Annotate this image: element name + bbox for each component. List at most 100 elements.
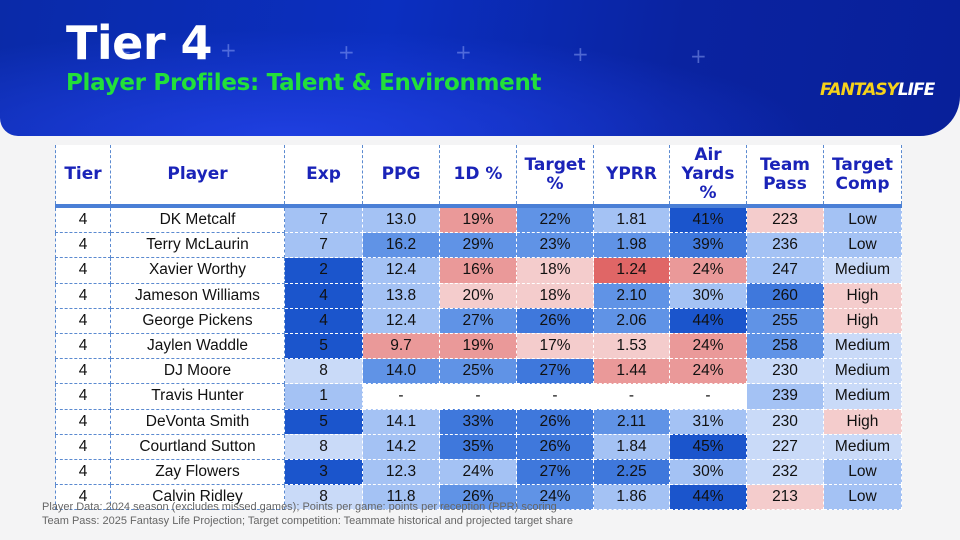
target-pct-cell: 24%	[516, 484, 594, 511]
column-header-team-pass: Team Pass	[746, 145, 824, 208]
target-pct-cell: 26%	[516, 433, 594, 460]
1d-pct-cell: -	[439, 383, 517, 410]
tier-cell: 4	[55, 332, 111, 360]
tier-cell: 4	[55, 307, 111, 334]
exp-cell: 5	[284, 332, 363, 360]
target-comp-cell: Medium	[823, 332, 902, 360]
1d-pct-cell: 26%	[439, 484, 517, 511]
exp-cell: 8	[284, 358, 363, 385]
ppg-cell: -	[362, 383, 440, 410]
yprr-cell: 2.25	[593, 458, 670, 486]
tier-cell: 4	[55, 205, 111, 234]
tier-cell: 4	[55, 458, 111, 486]
exp-cell: 4	[284, 307, 363, 334]
column-header-yprr: YPRR	[593, 145, 670, 208]
column-header-1d-pct: 1D %	[439, 145, 517, 208]
yprr-cell: 1.24	[593, 257, 670, 284]
target-comp-cell: Low	[823, 458, 902, 486]
column-header-ppg: PPG	[362, 145, 440, 208]
1d-pct-cell: 25%	[439, 358, 517, 385]
ppg-cell: 12.4	[362, 257, 440, 284]
plus-decoration-icon: +	[455, 40, 472, 64]
footnote-2: Team Pass: 2025 Fantasy Life Projection;…	[42, 515, 573, 527]
table-row: 4 Zay Flowers 3 12.3 24% 27% 2.25 30% 232 Low	[55, 458, 902, 486]
footnote-1: Player Data: 2024 season (excludes misse…	[42, 501, 557, 513]
exp-cell: 7	[284, 232, 363, 259]
yprr-cell: 2.10	[593, 282, 670, 309]
table-row: 4 DJ Moore 8 14.0 25% 27% 1.44 24% 230 Medium	[55, 358, 902, 385]
air-yards-pct-cell: 44%	[669, 484, 747, 511]
target-comp-cell: Medium	[823, 383, 902, 410]
1d-pct-cell: 33%	[439, 408, 517, 435]
exp-cell: 5	[284, 408, 363, 435]
target-pct-cell: 27%	[516, 358, 594, 385]
logo-part-life: LIFE	[897, 80, 935, 100]
table-row: 4 Travis Hunter 1- - - - -239 Medium	[55, 383, 902, 410]
1d-pct-cell: 35%	[439, 433, 517, 460]
ppg-cell: 14.0	[362, 358, 440, 385]
player-cell: DeVonta Smith	[110, 408, 285, 435]
fantasylife-logo: FANTASYLIFE	[820, 80, 935, 100]
table-row: 4 Courtland Sutton 8 14.2 35% 26% 1.84 45% 227 Me…	[55, 433, 902, 460]
team-pass-cell: 236	[746, 232, 824, 259]
tier-table: Tier Player Exp PPG 1D % Target% YPRR Air Yards …	[55, 145, 902, 511]
exp-cell: 4	[284, 282, 363, 309]
target-comp-cell: High	[823, 408, 902, 435]
table-row: 4 Terry McLaurin 7 16.2 29% 23% 1.98 39% 236 Low	[55, 232, 902, 259]
yprr-cell: 1.98	[593, 232, 670, 259]
ppg-cell: 13.8	[362, 282, 440, 309]
team-pass-cell: 223	[746, 205, 824, 234]
target-pct-cell: 23%	[516, 232, 594, 259]
ppg-cell: 12.4	[362, 307, 440, 334]
air-yards-pct-cell: 24%	[669, 332, 747, 360]
yprr-cell: 1.53	[593, 332, 670, 360]
ppg-cell: 11.8	[362, 484, 440, 511]
column-header-target-pct: Target%	[516, 145, 594, 208]
air-yards-pct-cell: 31%	[669, 408, 747, 435]
table-row: 4 Xavier Worthy 2 12.4 16% 18% 1.24 24% 247 Mediu…	[55, 257, 902, 284]
air-yards-pct-cell: 39%	[669, 232, 747, 259]
tier-cell: 4	[55, 282, 111, 309]
header-banner: + + + + + + Tier 4 Player Profiles: Tale…	[0, 0, 960, 136]
target-comp-cell: Medium	[823, 257, 902, 284]
logo-part-fantasy: FANTASY	[820, 80, 899, 100]
1d-pct-cell: 19%	[439, 205, 517, 234]
exp-cell: 3	[284, 458, 363, 486]
yprr-cell: 1.44	[593, 358, 670, 385]
1d-pct-cell: 24%	[439, 458, 517, 486]
yprr-cell: 2.06	[593, 307, 670, 334]
ppg-cell: 14.2	[362, 433, 440, 460]
player-cell: George Pickens	[110, 307, 285, 334]
exp-cell: 7	[284, 205, 363, 234]
tier-cell: 4	[55, 383, 111, 410]
yprr-cell: 1.81	[593, 205, 670, 234]
target-comp-cell: High	[823, 282, 902, 309]
column-header-target-comp: Target Comp	[823, 145, 902, 208]
1d-pct-cell: 29%	[439, 232, 517, 259]
player-cell: Courtland Sutton	[110, 433, 285, 460]
exp-cell: 2	[284, 257, 363, 284]
ppg-cell: 12.3	[362, 458, 440, 486]
tier-cell: 4	[55, 408, 111, 435]
player-cell: Travis Hunter	[110, 383, 285, 410]
air-yards-pct-cell: 30%	[669, 458, 747, 486]
table-row: 4 George Pickens 4 12.4 27% 26% 2.06 44% 255 High	[55, 307, 902, 334]
air-yards-pct-cell: 45%	[669, 433, 747, 460]
air-yards-pct-cell: 24%	[669, 257, 747, 284]
team-pass-cell: 227	[746, 433, 824, 460]
air-yards-pct-cell: 24%	[669, 358, 747, 385]
target-pct-cell: 27%	[516, 458, 594, 486]
table-row: 4 Jaylen Waddle 5 9.7 19% 17% 1.53 24% 258 Medium	[55, 332, 902, 360]
player-cell: DJ Moore	[110, 358, 285, 385]
column-header-player: Player	[110, 145, 285, 208]
exp-cell: 8	[284, 433, 363, 460]
plus-decoration-icon: +	[115, 40, 132, 64]
team-pass-cell: 232	[746, 458, 824, 486]
air-yards-pct-cell: 44%	[669, 307, 747, 334]
yprr-cell: -	[593, 383, 670, 410]
1d-pct-cell: 16%	[439, 257, 517, 284]
team-pass-cell: 247	[746, 257, 824, 284]
column-header-air-yards-pct: Air Yards %	[669, 145, 747, 208]
player-cell: Jameson Williams	[110, 282, 285, 309]
table-row: 4 DK Metcalf 7 13.0 19% 22% 1.81 41% 223 Low	[55, 205, 902, 234]
